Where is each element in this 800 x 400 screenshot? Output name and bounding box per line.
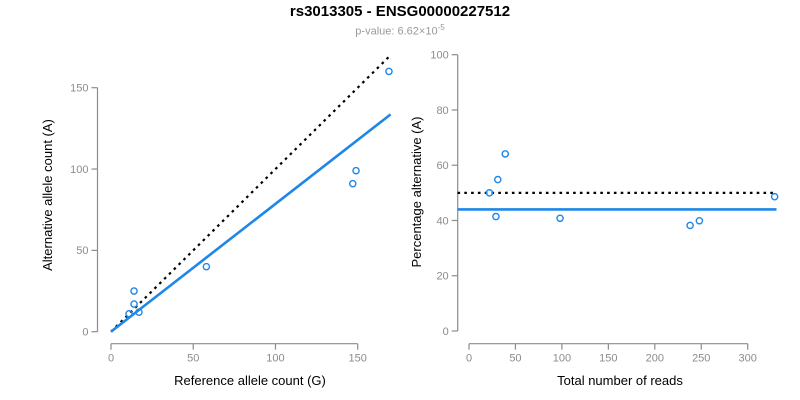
fitted-proportion-line bbox=[110, 113, 392, 333]
data-point bbox=[352, 166, 360, 175]
pvalue-subtitle: p-value: 6.62×10-5 bbox=[0, 23, 800, 38]
x-tick-label: 100 bbox=[266, 353, 284, 365]
data-point bbox=[385, 67, 393, 76]
x-tick-label: 0 bbox=[466, 353, 472, 365]
data-point bbox=[770, 192, 779, 201]
data-point bbox=[695, 216, 704, 225]
x-tick-label: 0 bbox=[108, 353, 114, 365]
title-text: rs3013305 - ENSG00000227512 bbox=[289, 3, 511, 20]
y-tick-label: 20 bbox=[436, 271, 448, 283]
pvalue-text: p-value: 6.62×10 bbox=[355, 25, 438, 38]
data-point bbox=[135, 308, 143, 316]
data-point bbox=[492, 212, 500, 221]
y-tick-label: 100 bbox=[430, 50, 448, 62]
x-tick-label: 150 bbox=[349, 353, 367, 365]
y-tick-label: 80 bbox=[436, 105, 448, 117]
y-tick-label: 100 bbox=[70, 164, 88, 176]
data-point bbox=[493, 175, 502, 184]
y-tick-label: 60 bbox=[436, 160, 448, 172]
x-tick-label: 100 bbox=[553, 353, 571, 365]
y-axis-title: Alternative allele count (A) bbox=[40, 119, 55, 271]
x-tick-label: 50 bbox=[509, 353, 521, 365]
y-tick-label: 40 bbox=[436, 215, 448, 227]
x-tick-label: 50 bbox=[187, 353, 199, 365]
data-point bbox=[125, 310, 133, 318]
data-point bbox=[485, 189, 494, 197]
x-tick-label: 250 bbox=[692, 353, 710, 365]
data-point bbox=[348, 179, 357, 188]
data-point bbox=[130, 287, 138, 295]
y-axis-title: Percentage alternative (A) bbox=[409, 116, 424, 267]
data-point bbox=[686, 221, 694, 230]
page-title: rs3013305 - ENSG00000227512 bbox=[0, 3, 800, 20]
data-point bbox=[556, 214, 564, 223]
y-tick-label: 0 bbox=[443, 326, 449, 338]
x-tick-label: 150 bbox=[599, 353, 617, 365]
y-tick-label: 150 bbox=[70, 83, 88, 95]
data-point bbox=[202, 262, 211, 271]
pvalue-exponent: -5 bbox=[437, 23, 445, 32]
expected-1to1-line bbox=[110, 54, 392, 333]
data-point bbox=[501, 150, 510, 158]
x-tick-label: 200 bbox=[646, 353, 664, 365]
x-axis-title: Total number of reads bbox=[557, 373, 683, 388]
y-tick-label: 0 bbox=[82, 327, 88, 339]
data-point bbox=[130, 300, 138, 308]
x-tick-label: 300 bbox=[739, 353, 757, 365]
x-axis-title: Reference allele count (G) bbox=[174, 373, 326, 388]
y-tick-label: 50 bbox=[76, 245, 88, 257]
